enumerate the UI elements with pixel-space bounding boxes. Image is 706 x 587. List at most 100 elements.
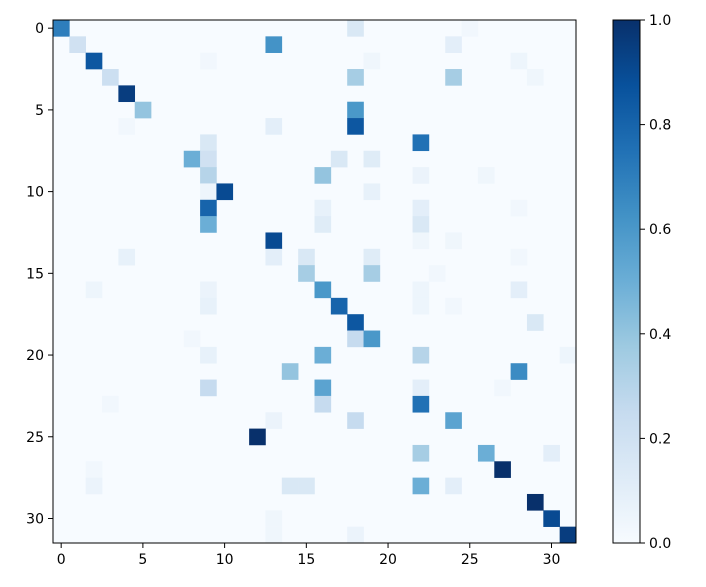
heatmap-cell [412,346,430,364]
heatmap-cell [314,346,332,364]
x-tick-label: 10 [216,552,234,568]
colorbar-tick-label: 0.2 [649,431,671,447]
y-tick-label: 15 [26,266,44,282]
heatmap-cell [118,85,136,103]
heatmap-cell [200,167,217,184]
heatmap-cell [412,281,430,299]
heatmap-cell [412,199,430,217]
heatmap-cell [445,232,462,250]
heatmap-cell [102,395,119,413]
heatmap-cell [526,493,544,511]
heatmap-cell [200,297,217,315]
heatmap-cell [347,69,364,86]
heatmap-cell [347,412,364,429]
heatmap-cell [200,281,217,299]
heatmap-cell [298,265,315,282]
heatmap-cell [445,297,462,315]
heatmap-cell [494,379,511,397]
heatmap-cell [494,461,511,478]
x-tick-label: 30 [543,552,561,568]
colorbar-tick-label: 0.8 [649,118,671,134]
y-axis: 0 5 10 15 20 25 30 [26,21,53,527]
heatmap-cell [510,52,528,70]
heatmap-cell [200,379,217,397]
heatmap-cell [445,412,462,429]
heatmap-cell [477,444,495,462]
heatmap-cell [281,477,299,495]
heatmap-cell [134,101,152,119]
heatmap-cell [363,265,381,282]
heatmap-cell [412,444,430,462]
heatmap-cell [265,118,283,135]
heatmap-cell [477,167,495,184]
heatmap-cell [69,36,86,53]
heatmap-cell [412,297,430,315]
heatmap-cell [330,297,348,315]
heatmap-cell [347,314,364,331]
colorbar-tick-label: 0.0 [649,536,671,552]
y-tick-label: 20 [26,348,44,364]
heatmap-cell [412,216,430,233]
heatmap-cell [118,118,136,135]
colorbar-gradient [612,19,641,544]
heatmap-cell [526,314,544,331]
heatmap-cell [102,69,119,86]
heatmap-cell [200,216,217,233]
heatmap-cell [314,281,332,299]
heatmap-cell [85,461,103,478]
heatmap-cell [412,477,430,495]
heatmap-plot-area [52,19,577,544]
heatmap-cell [347,526,364,544]
heatmap-cell [412,134,430,152]
x-tick-label: 5 [138,552,147,568]
heatmap-cell [461,20,479,37]
heatmap-cell [265,248,283,266]
heatmap-cell [363,248,381,266]
heatmap-cell [526,69,544,86]
heatmap-cell [314,216,332,233]
heatmap-cell [510,363,528,380]
heatmap-cell [314,379,332,397]
heatmap-cell [412,395,430,413]
heatmap-cell [216,183,234,201]
heatmap-cell [314,395,332,413]
heatmap-cell [200,346,217,364]
heatmap-cell [314,167,332,184]
heatmap-cell [265,510,283,527]
heatmap-cell [363,183,381,201]
heatmap-cell [412,232,430,250]
colorbar-tick-label: 0.6 [649,222,671,238]
heatmap-cell [183,330,201,348]
heatmap-cell [200,199,217,217]
x-axis: 0 5 10 15 20 25 30 [57,543,561,568]
colorbar: 0.0 0.2 0.4 0.6 0.8 1.0 [612,13,671,552]
heatmap-cell [265,232,283,250]
heatmap-cell [200,150,217,168]
heatmap-cell [265,36,283,53]
heatmap-cell [85,52,103,70]
heatmap-cell [298,477,315,495]
y-tick-label: 5 [35,103,44,119]
heatmap-cell [85,477,103,495]
heatmap-cell [510,281,528,299]
heatmap-cell [445,36,462,53]
heatmap-cell [543,444,560,462]
heatmap-cell [412,167,430,184]
y-tick-label: 10 [26,185,44,201]
heatmap-cell [265,526,283,544]
x-tick-label: 0 [57,552,66,568]
colorbar-ticks: 0.0 0.2 0.4 0.6 0.8 1.0 [640,13,671,552]
heatmap-cell [314,199,332,217]
heatmap-cell [347,118,364,135]
heatmap-cell [281,363,299,380]
heatmap-cell [265,412,283,429]
heatmap-cell [510,248,528,266]
heatmap-frame [52,19,577,544]
heatmap-cell [363,330,381,348]
x-tick-label: 15 [297,552,315,568]
y-tick-label: 0 [35,21,44,37]
heatmap-cell [428,265,446,282]
heatmap-cell [347,101,364,119]
heatmap-cell [445,477,462,495]
